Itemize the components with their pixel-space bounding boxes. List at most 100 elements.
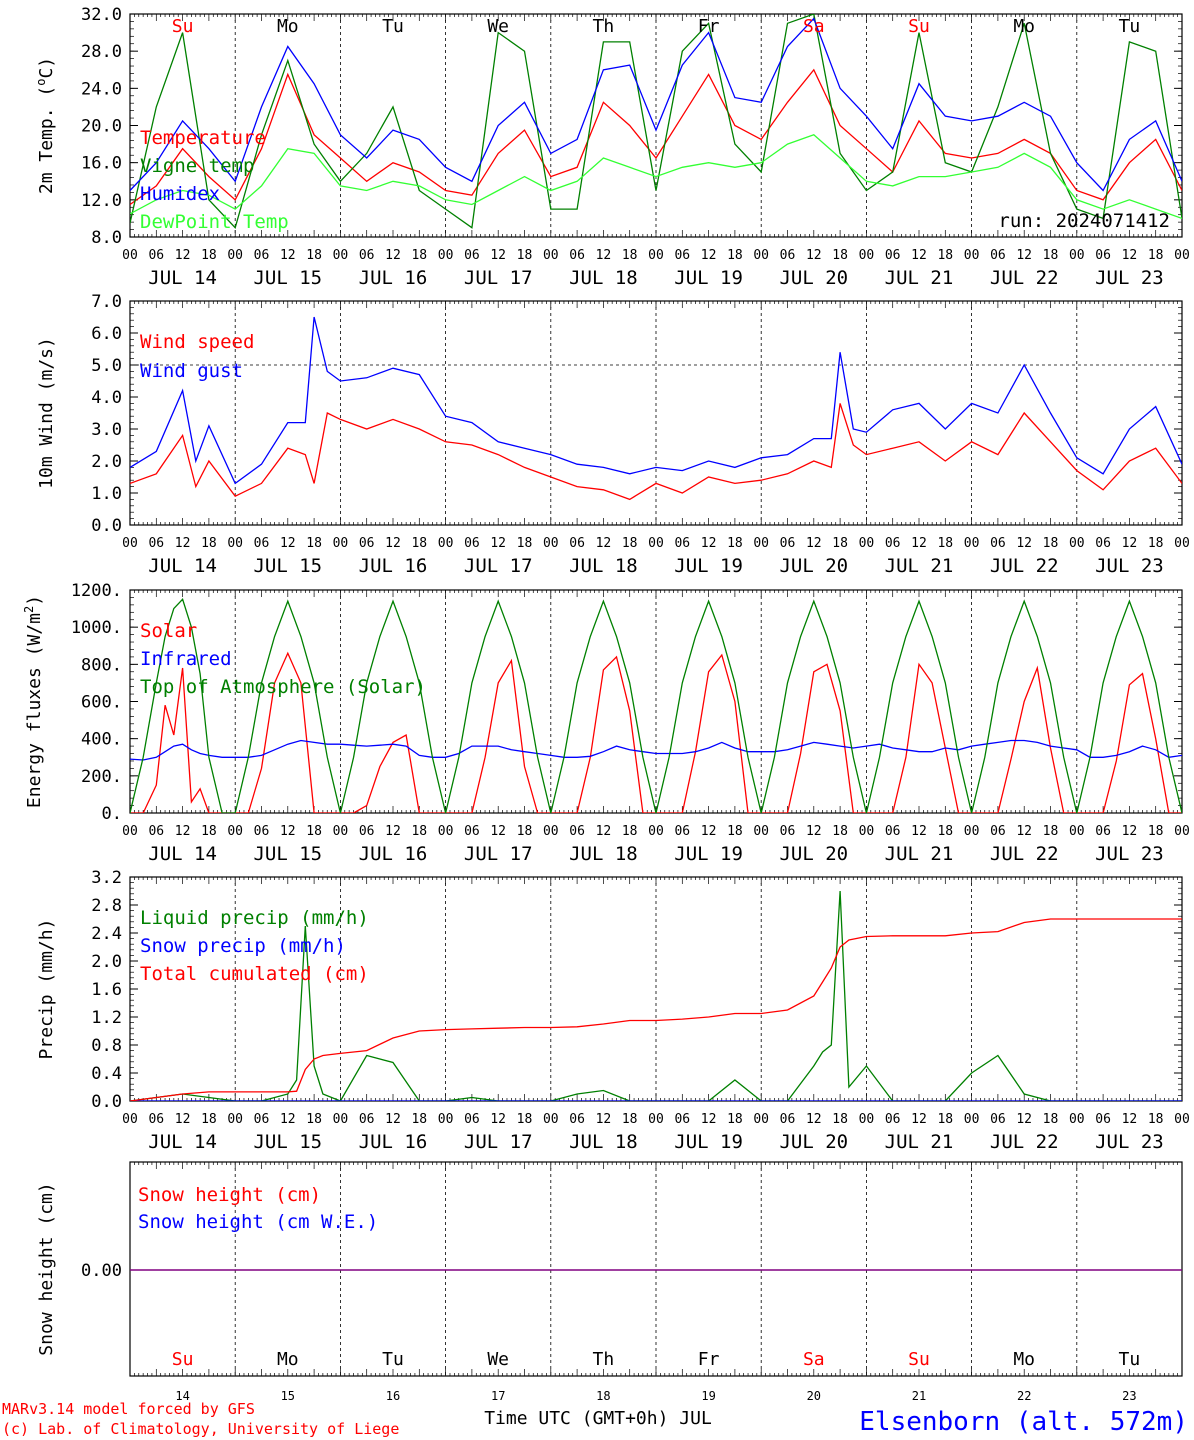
hour-tick-label: 12 bbox=[490, 248, 506, 263]
day-number-label: 22 bbox=[1017, 1389, 1031, 1403]
weekday-label: Fr bbox=[698, 1349, 720, 1370]
legend-entry: Snow height (cm W.E.) bbox=[138, 1211, 378, 1233]
hour-tick-label: 12 bbox=[596, 824, 612, 839]
hour-tick-label: 18 bbox=[622, 536, 638, 551]
panel-3: 0. 200. 400. 600. 800. 1000. 1200. Solar Infrare… bbox=[22, 581, 1183, 824]
hour-tick-label: 18 bbox=[1148, 1112, 1164, 1127]
weekday-label: Th bbox=[593, 16, 615, 37]
date-label: JUL 21 bbox=[885, 267, 954, 289]
y-tick-label: 24.0 bbox=[81, 79, 122, 99]
hour-tick-label: 18 bbox=[517, 248, 533, 263]
date-label: JUL 23 bbox=[1095, 1131, 1164, 1153]
y-tick-label: 2.0 bbox=[91, 952, 122, 972]
day-number-row: 14 15 16 17 18 19 20 21 22 23 bbox=[175, 1389, 1136, 1403]
hour-tick-label: 18 bbox=[411, 1112, 427, 1127]
hour-tick-label: 00 bbox=[333, 1112, 349, 1127]
hour-tick-label: 06 bbox=[674, 248, 690, 263]
footer: MARv3.14 model forced by GFS (c) Lab. of … bbox=[2, 1400, 1188, 1438]
date-label: JUL 20 bbox=[779, 555, 848, 577]
hour-tick-label: 06 bbox=[569, 536, 585, 551]
hour-tick-label: 00 bbox=[648, 248, 664, 263]
y-axis-label: Energy fluxes (W/m2) bbox=[22, 595, 45, 808]
hour-tick-label: 00 bbox=[543, 1112, 559, 1127]
hour-tick-label: 06 bbox=[885, 1112, 901, 1127]
hour-tick-label: 12 bbox=[596, 248, 612, 263]
date-label: JUL 20 bbox=[779, 267, 848, 289]
hour-tick-label: 06 bbox=[990, 536, 1006, 551]
hour-tick-label: 12 bbox=[701, 248, 717, 263]
y-axis-label: Precip (mm/h) bbox=[36, 919, 57, 1060]
hour-tick-label: 18 bbox=[832, 248, 848, 263]
hour-tick-label: 06 bbox=[148, 536, 164, 551]
hour-tick-label: 00 bbox=[122, 824, 138, 839]
y-tick-label: 3.0 bbox=[91, 420, 122, 440]
weekday-label: Mo bbox=[277, 16, 299, 37]
hour-tick-label: 06 bbox=[254, 1112, 270, 1127]
hour-tick-label: 00 bbox=[859, 824, 875, 839]
hour-tick-label: 00 bbox=[753, 248, 769, 263]
hour-tick-label: 00 bbox=[753, 824, 769, 839]
y-axis-label: Snow height (cm) bbox=[36, 1182, 57, 1355]
date-label: JUL 20 bbox=[779, 1131, 848, 1153]
weekday-label: Sa bbox=[803, 1349, 825, 1370]
hour-tick-label: 18 bbox=[622, 824, 638, 839]
hour-tick-label: 18 bbox=[727, 1112, 743, 1127]
hour-tick-label: 12 bbox=[1016, 248, 1032, 263]
hour-tick-label: 06 bbox=[885, 248, 901, 263]
hour-tick-label: 00 bbox=[859, 1112, 875, 1127]
hour-tick-label: 18 bbox=[306, 248, 322, 263]
panel-2: 0.0 1.0 2.0 3.0 4.0 5.0 6.0 7.0 Wind speed Wind g… bbox=[36, 292, 1183, 536]
hour-tick-label: 18 bbox=[1043, 536, 1059, 551]
hour-tick-label: 00 bbox=[964, 536, 980, 551]
hour-tick-label: 00 bbox=[1069, 824, 1085, 839]
hour-tick-label: 18 bbox=[727, 824, 743, 839]
date-label: JUL 16 bbox=[359, 555, 428, 577]
hour-tick-label: 12 bbox=[806, 536, 822, 551]
hour-tick-label: 06 bbox=[359, 824, 375, 839]
hour-tick-label: 00 bbox=[122, 248, 138, 263]
date-label: JUL 15 bbox=[253, 1131, 322, 1153]
hour-tick-label: 12 bbox=[911, 1112, 927, 1127]
hour-tick-label: 06 bbox=[569, 248, 585, 263]
hour-tick-label: 06 bbox=[674, 824, 690, 839]
weekday-label: We bbox=[487, 16, 509, 37]
y-tick-label: 5.0 bbox=[91, 356, 122, 376]
hour-tick-label: 00 bbox=[438, 536, 454, 551]
hour-tick-label: 18 bbox=[1148, 248, 1164, 263]
hour-tick-label: 06 bbox=[780, 824, 796, 839]
panel-5: 0.00 Snow height (cm) Snow height (cm W.E.… bbox=[36, 1161, 1183, 1377]
hour-tick-label: 06 bbox=[1095, 824, 1111, 839]
y-tick-label: 8.0 bbox=[91, 228, 122, 248]
hour-tick-label: 18 bbox=[201, 1112, 217, 1127]
y-tick-label: 12.0 bbox=[81, 191, 122, 211]
date-label: JUL 17 bbox=[464, 1131, 533, 1153]
date-label: JUL 18 bbox=[569, 1131, 638, 1153]
date-label: JUL 19 bbox=[674, 843, 743, 865]
hour-tick-label: 18 bbox=[201, 824, 217, 839]
hour-tick-label: 00 bbox=[964, 248, 980, 263]
day-number-label: 17 bbox=[491, 1389, 505, 1403]
hour-tick-label: 12 bbox=[280, 536, 296, 551]
hour-tick-label: 00 bbox=[333, 536, 349, 551]
weekday-label: Fr bbox=[698, 16, 720, 37]
hour-tick-label: 18 bbox=[937, 248, 953, 263]
date-label: JUL 19 bbox=[674, 267, 743, 289]
credit-line-1: MARv3.14 model forced by GFS bbox=[2, 1400, 255, 1418]
date-label: JUL 19 bbox=[674, 555, 743, 577]
x-axis-labels: 00 06 12 18 JUL 14 00 06 12 18 JUL 15 00 06 12 18 JUL … bbox=[122, 248, 1190, 289]
hour-tick-label: 18 bbox=[937, 824, 953, 839]
hour-tick-label: 00 bbox=[753, 1112, 769, 1127]
y-tick-label: 1.6 bbox=[91, 980, 122, 1000]
run-annotation: run: 2024071412 bbox=[998, 210, 1170, 232]
hour-tick-label: 18 bbox=[201, 536, 217, 551]
y-tick-label: 20.0 bbox=[81, 117, 122, 137]
weekday-label: Tu bbox=[382, 16, 404, 37]
hour-tick-label: 06 bbox=[780, 1112, 796, 1127]
hour-tick-label: 06 bbox=[359, 1112, 375, 1127]
series-top-of-atmosphere-solar bbox=[130, 598, 1182, 813]
y-tick-label: 3.2 bbox=[91, 868, 122, 888]
y-tick-label: 4.0 bbox=[91, 388, 122, 408]
x-axis-title: Time UTC (GMT+0h) JUL bbox=[484, 1408, 712, 1429]
legend-entry: Wind gust bbox=[140, 360, 243, 382]
series-infrared bbox=[130, 739, 1182, 761]
